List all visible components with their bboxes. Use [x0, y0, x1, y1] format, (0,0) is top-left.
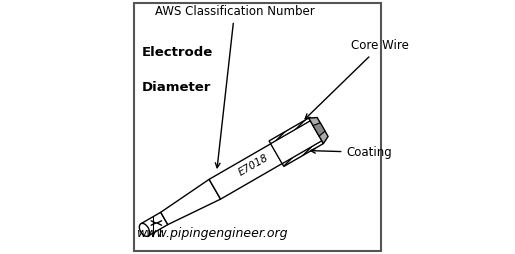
Polygon shape — [141, 212, 168, 236]
Text: E7018: E7018 — [237, 153, 270, 178]
Text: Electrode: Electrode — [142, 46, 213, 59]
Polygon shape — [209, 144, 282, 199]
Ellipse shape — [140, 223, 149, 236]
Text: Core Wire: Core Wire — [305, 39, 409, 119]
Polygon shape — [271, 121, 322, 164]
Text: www.pipingengineer.org: www.pipingengineer.org — [137, 227, 288, 240]
Polygon shape — [282, 141, 323, 166]
Polygon shape — [269, 118, 311, 144]
Polygon shape — [313, 123, 325, 136]
Polygon shape — [161, 179, 220, 225]
Text: AWS Classification Number: AWS Classification Number — [155, 5, 315, 168]
Text: Coating: Coating — [311, 146, 392, 159]
Text: Diameter: Diameter — [142, 81, 211, 94]
Polygon shape — [308, 118, 328, 144]
